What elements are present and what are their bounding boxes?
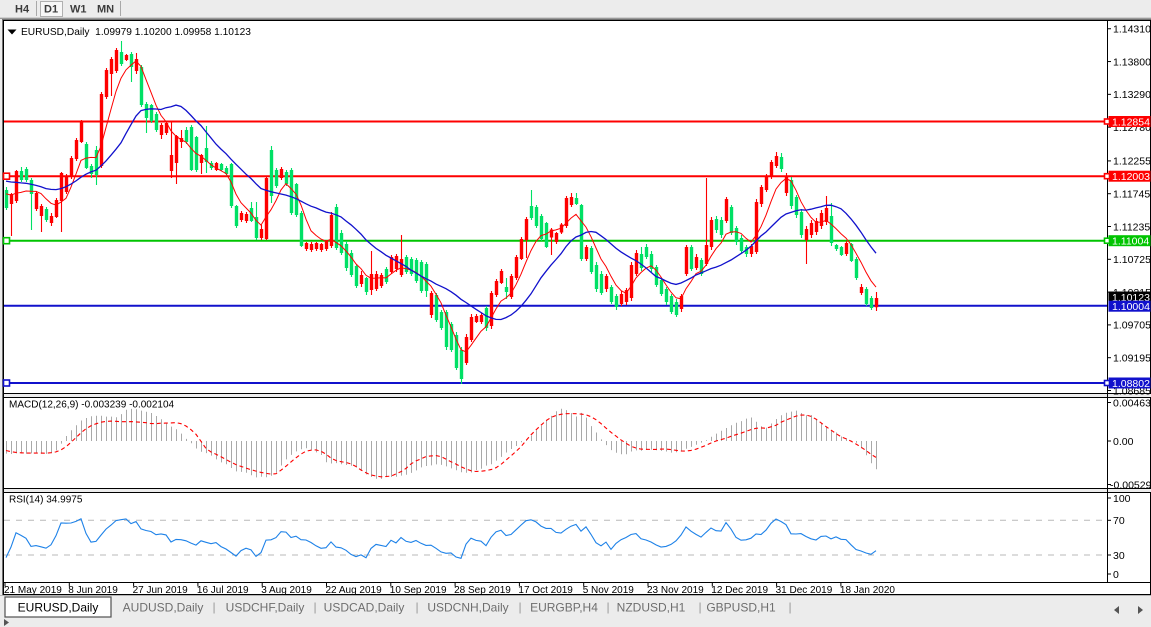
svg-text:70: 70 bbox=[1113, 515, 1125, 527]
svg-text:22 Aug 2019: 22 Aug 2019 bbox=[326, 585, 383, 596]
svg-text:W1: W1 bbox=[70, 4, 87, 16]
svg-text:|: | bbox=[518, 600, 521, 614]
svg-text:10 Sep 2019: 10 Sep 2019 bbox=[390, 585, 447, 596]
svg-text:1.08802: 1.08802 bbox=[1112, 378, 1150, 390]
svg-text:1.11004: 1.11004 bbox=[1112, 236, 1149, 248]
svg-text:100: 100 bbox=[1113, 493, 1131, 505]
svg-text:USDCNH,Daily: USDCNH,Daily bbox=[427, 601, 508, 615]
svg-text:18 Jan 2020: 18 Jan 2020 bbox=[840, 585, 895, 596]
svg-text:MN: MN bbox=[97, 4, 114, 16]
svg-text:H4: H4 bbox=[15, 4, 30, 16]
svg-text:|: | bbox=[606, 600, 609, 614]
svg-text:1.11745: 1.11745 bbox=[1113, 189, 1150, 201]
svg-text:1.10004: 1.10004 bbox=[1112, 301, 1150, 313]
svg-text:|: | bbox=[698, 600, 701, 614]
svg-text:16 Jul 2019: 16 Jul 2019 bbox=[197, 585, 249, 596]
svg-text:|: | bbox=[788, 600, 791, 614]
svg-text:12 Dec 2019: 12 Dec 2019 bbox=[711, 585, 768, 596]
svg-text:31 Dec 2019: 31 Dec 2019 bbox=[776, 585, 833, 596]
svg-text:5 Nov 2019: 5 Nov 2019 bbox=[583, 585, 635, 596]
svg-text:1.13800: 1.13800 bbox=[1113, 56, 1151, 68]
svg-text:28 Sep 2019: 28 Sep 2019 bbox=[454, 585, 511, 596]
svg-text:EURUSD,Daily 1.09979 1.10200: EURUSD,Daily 1.09979 1.10200 1.09958 1.1… bbox=[21, 27, 251, 38]
svg-text:0.00: 0.00 bbox=[1113, 436, 1134, 448]
svg-text:27 Jun 2019: 27 Jun 2019 bbox=[133, 585, 188, 596]
svg-text:1.11235: 1.11235 bbox=[1113, 221, 1150, 233]
svg-text:EURUSD,Daily: EURUSD,Daily bbox=[18, 601, 99, 615]
svg-text:1.09705: 1.09705 bbox=[1113, 320, 1151, 332]
svg-text:NZDUSD,H1: NZDUSD,H1 bbox=[617, 601, 686, 615]
svg-text:|: | bbox=[313, 600, 316, 614]
svg-text:AUDUSD,Daily: AUDUSD,Daily bbox=[123, 601, 204, 615]
svg-text:USDCAD,Daily: USDCAD,Daily bbox=[324, 601, 405, 615]
svg-text:0.00463: 0.00463 bbox=[1113, 397, 1151, 409]
svg-text:21 May 2019: 21 May 2019 bbox=[4, 585, 62, 596]
svg-text:-0.005299: -0.005299 bbox=[1110, 479, 1151, 491]
svg-text:8 Jun 2019: 8 Jun 2019 bbox=[68, 585, 118, 596]
svg-text:GBPUSD,H1: GBPUSD,H1 bbox=[706, 601, 776, 615]
svg-text:D1: D1 bbox=[44, 4, 58, 16]
svg-text:MACD(12,26,9) -0.003239 -0.002: MACD(12,26,9) -0.003239 -0.002104 bbox=[9, 400, 175, 411]
svg-text:1.12854: 1.12854 bbox=[1112, 116, 1150, 128]
svg-text:1.12003: 1.12003 bbox=[1112, 171, 1150, 183]
svg-text:1.09195: 1.09195 bbox=[1113, 352, 1151, 364]
svg-text:1.10725: 1.10725 bbox=[1113, 254, 1151, 266]
svg-text:|: | bbox=[415, 600, 418, 614]
svg-text:0: 0 bbox=[1113, 569, 1119, 581]
svg-text:1.13290: 1.13290 bbox=[1113, 89, 1151, 101]
svg-text:1.14310: 1.14310 bbox=[1113, 24, 1151, 36]
svg-text:USDCHF,Daily: USDCHF,Daily bbox=[226, 601, 305, 615]
svg-text:3 Aug 2019: 3 Aug 2019 bbox=[261, 585, 312, 596]
svg-text:EURGBP,H4: EURGBP,H4 bbox=[530, 601, 598, 615]
svg-text:17 Oct 2019: 17 Oct 2019 bbox=[518, 585, 573, 596]
svg-text:RSI(14) 34.9975: RSI(14) 34.9975 bbox=[9, 495, 83, 506]
svg-text:1.12255: 1.12255 bbox=[1113, 156, 1151, 168]
svg-text:30: 30 bbox=[1113, 550, 1125, 562]
svg-text:|: | bbox=[212, 600, 215, 614]
svg-text:23 Nov 2019: 23 Nov 2019 bbox=[647, 585, 704, 596]
